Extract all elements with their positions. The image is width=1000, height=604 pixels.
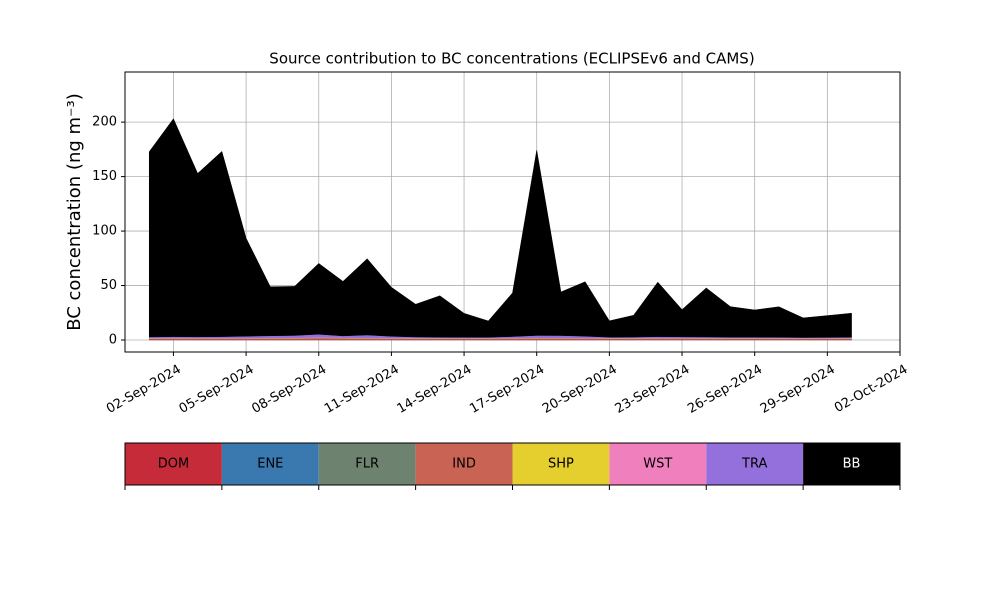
legend-label: BB — [843, 457, 861, 472]
legend-label: SHP — [548, 457, 574, 472]
y-tick-label: 0 — [109, 333, 117, 348]
legend-label: ENE — [257, 457, 283, 472]
legend-label: IND — [452, 457, 476, 472]
y-tick-label: 150 — [92, 169, 117, 184]
legend-label: DOM — [158, 457, 189, 472]
y-tick-label: 100 — [92, 224, 117, 239]
chart-title: Source contribution to BC concentrations… — [269, 50, 754, 68]
y-axis-label: BC concentration (ng m⁻³) — [64, 93, 85, 331]
legend-label: FLR — [355, 457, 379, 472]
legend-label: TRA — [741, 457, 767, 472]
y-tick-label: 200 — [92, 115, 117, 130]
legend-label: WST — [643, 457, 672, 472]
y-tick-label: 50 — [100, 278, 117, 293]
